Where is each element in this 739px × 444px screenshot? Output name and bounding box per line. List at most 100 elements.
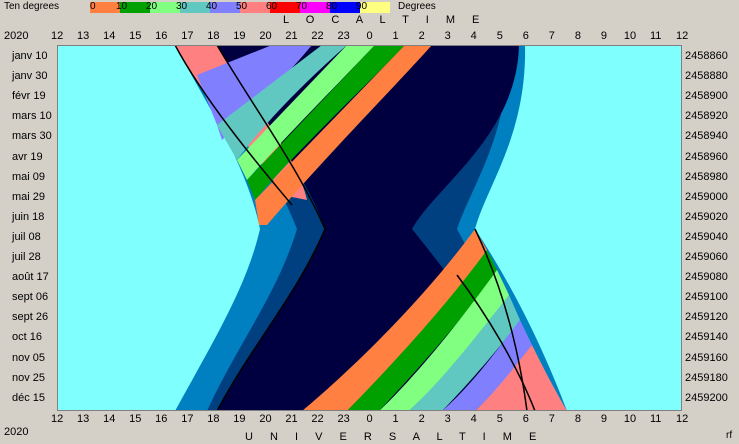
left-tick-label: juil 08 [12, 230, 41, 243]
right-tick-label: 2459020 [685, 210, 728, 223]
bottom-tick-label: 12 [676, 413, 689, 425]
bottom-tick-label: 13 [77, 413, 90, 425]
left-tick-label: août 17 [12, 271, 49, 284]
bottom-tick-label: 1 [392, 413, 399, 425]
right-tick-label: 2458900 [685, 90, 728, 103]
top-tick-label: 3 [444, 30, 451, 42]
legend-swatch-80 [330, 2, 360, 13]
bottom-tick-label: 7 [548, 413, 555, 425]
top-tick-label: 13 [77, 30, 90, 42]
legend-swatch-30 [180, 2, 210, 13]
top-tick-label: 7 [548, 30, 555, 42]
left-tick-label: févr 19 [12, 90, 46, 103]
right-tick-label: 2459160 [685, 351, 728, 364]
local-time-label: L O C A L T I M E [283, 14, 487, 26]
right-tick-label: 2459080 [685, 271, 728, 284]
elev-band-20-lower [379, 270, 509, 411]
bottom-tick-label: 3 [444, 413, 451, 425]
top-tick-label: 5 [496, 30, 503, 42]
bottom-tick-label: 9 [600, 413, 607, 425]
sunrise-curve-2 [474, 228, 528, 411]
color-legend: Ten degrees 0 10 20 30 40 50 60 70 80 90 Degrees [0, 0, 739, 14]
legend-label-40: 40 [206, 1, 218, 12]
legend-swatch-40 [210, 2, 240, 13]
elev-band-40-lower [442, 320, 532, 411]
top-tick-label: 0 [366, 30, 373, 42]
right-tick-label: 2458960 [685, 150, 728, 163]
corner-label: rf [726, 430, 733, 441]
legend-label-70: 70 [296, 1, 308, 12]
elev-band-10-lower [347, 250, 497, 411]
left-tick-label: juin 18 [12, 210, 45, 223]
top-tick-label: 22 [311, 30, 324, 42]
top-tick-label: 6 [522, 30, 529, 42]
elev-band-20 [237, 45, 375, 180]
bottom-tick-label: 21 [285, 413, 298, 425]
top-tick-label: 12 [676, 30, 689, 42]
right-tick-label: 2459100 [685, 291, 728, 304]
legend-label-80: 80 [326, 1, 338, 12]
left-tick-label: janv 10 [12, 50, 48, 62]
right-tick-label: 2459200 [685, 391, 728, 404]
plot-border [57, 45, 682, 411]
right-tick-label: 2458940 [685, 130, 728, 143]
elev-band-40 [197, 45, 312, 140]
right-tick-label: 2459060 [685, 251, 728, 263]
left-tick-label: sept 06 [12, 291, 49, 304]
bottom-tick-label: 8 [574, 413, 581, 425]
left-tick-label: sept 26 [12, 311, 49, 324]
top-tick-label: 2 [418, 30, 425, 42]
top-tick-label: 18 [207, 30, 220, 42]
bottom-tick-label: 22 [311, 413, 324, 425]
bottom-tick-label: 20 [259, 413, 272, 425]
left-tick-label: avr 19 [12, 150, 43, 163]
top-tick-label: 17 [181, 30, 194, 42]
right-tick-label: 2458980 [685, 170, 728, 183]
top-tick-label: 20 [259, 30, 272, 42]
legend-swatch-0 [90, 2, 120, 13]
top-tick-label: 15 [129, 30, 142, 42]
bottom-tick-label: 4 [470, 413, 477, 425]
bottom-tick-label: 18 [207, 413, 220, 425]
legend-label-30: 30 [176, 1, 188, 12]
top-tick-label: 10 [623, 30, 637, 42]
legend-left-label: Ten degrees [4, 1, 60, 12]
left-tick-label: nov 25 [12, 371, 46, 384]
legend-swatch-20 [150, 2, 180, 13]
legend-swatch-60 [270, 2, 300, 13]
bottom-tick-label: 15 [129, 413, 142, 425]
right-tick-label: 2459140 [685, 331, 728, 344]
bottom-tick-label: 0 [366, 413, 373, 425]
right-tick-label: 2458860 [685, 50, 728, 62]
right-tick-label: 2459120 [685, 311, 728, 324]
bottom-tick-label: 12 [51, 413, 64, 425]
top-tick-label: 1 [392, 30, 399, 42]
left-tick-label: mai 09 [12, 170, 46, 183]
elev-band-10 [247, 45, 405, 200]
legend-right-label: Degrees [398, 1, 436, 12]
top-tick-label: 23 [337, 30, 350, 42]
bottom-tick-label: 10 [623, 413, 637, 425]
sunset-curve-1 [174, 45, 293, 206]
top-tick-label: 14 [103, 30, 116, 42]
top-tick-label: 4 [470, 30, 477, 42]
bottom-tick-label: 2 [418, 413, 425, 425]
sun-elevation-chart [57, 45, 682, 411]
right-tick-label: 2458880 [685, 70, 728, 83]
legend-label-90: 90 [356, 1, 368, 12]
legend-label-0: 0 [90, 1, 96, 12]
legend-label-20: 20 [146, 1, 158, 12]
bottom-tick-label: 11 [649, 413, 662, 425]
left-tick-label: janv 30 [12, 70, 48, 83]
legend-swatch-50 [240, 2, 270, 13]
right-tick-label: 2458920 [685, 110, 728, 123]
sunrise-curve-1 [456, 274, 536, 411]
left-tick-label: nov 05 [12, 351, 46, 364]
top-tick-label: 21 [285, 30, 298, 42]
legend-label-60: 60 [266, 1, 278, 12]
top-tick-label: 19 [233, 30, 246, 42]
left-tick-label: mars 10 [12, 110, 52, 123]
bottom-tick-label: 17 [181, 413, 194, 425]
bottom-tick-label: 14 [103, 413, 116, 425]
legend-swatch-10 [120, 2, 150, 13]
